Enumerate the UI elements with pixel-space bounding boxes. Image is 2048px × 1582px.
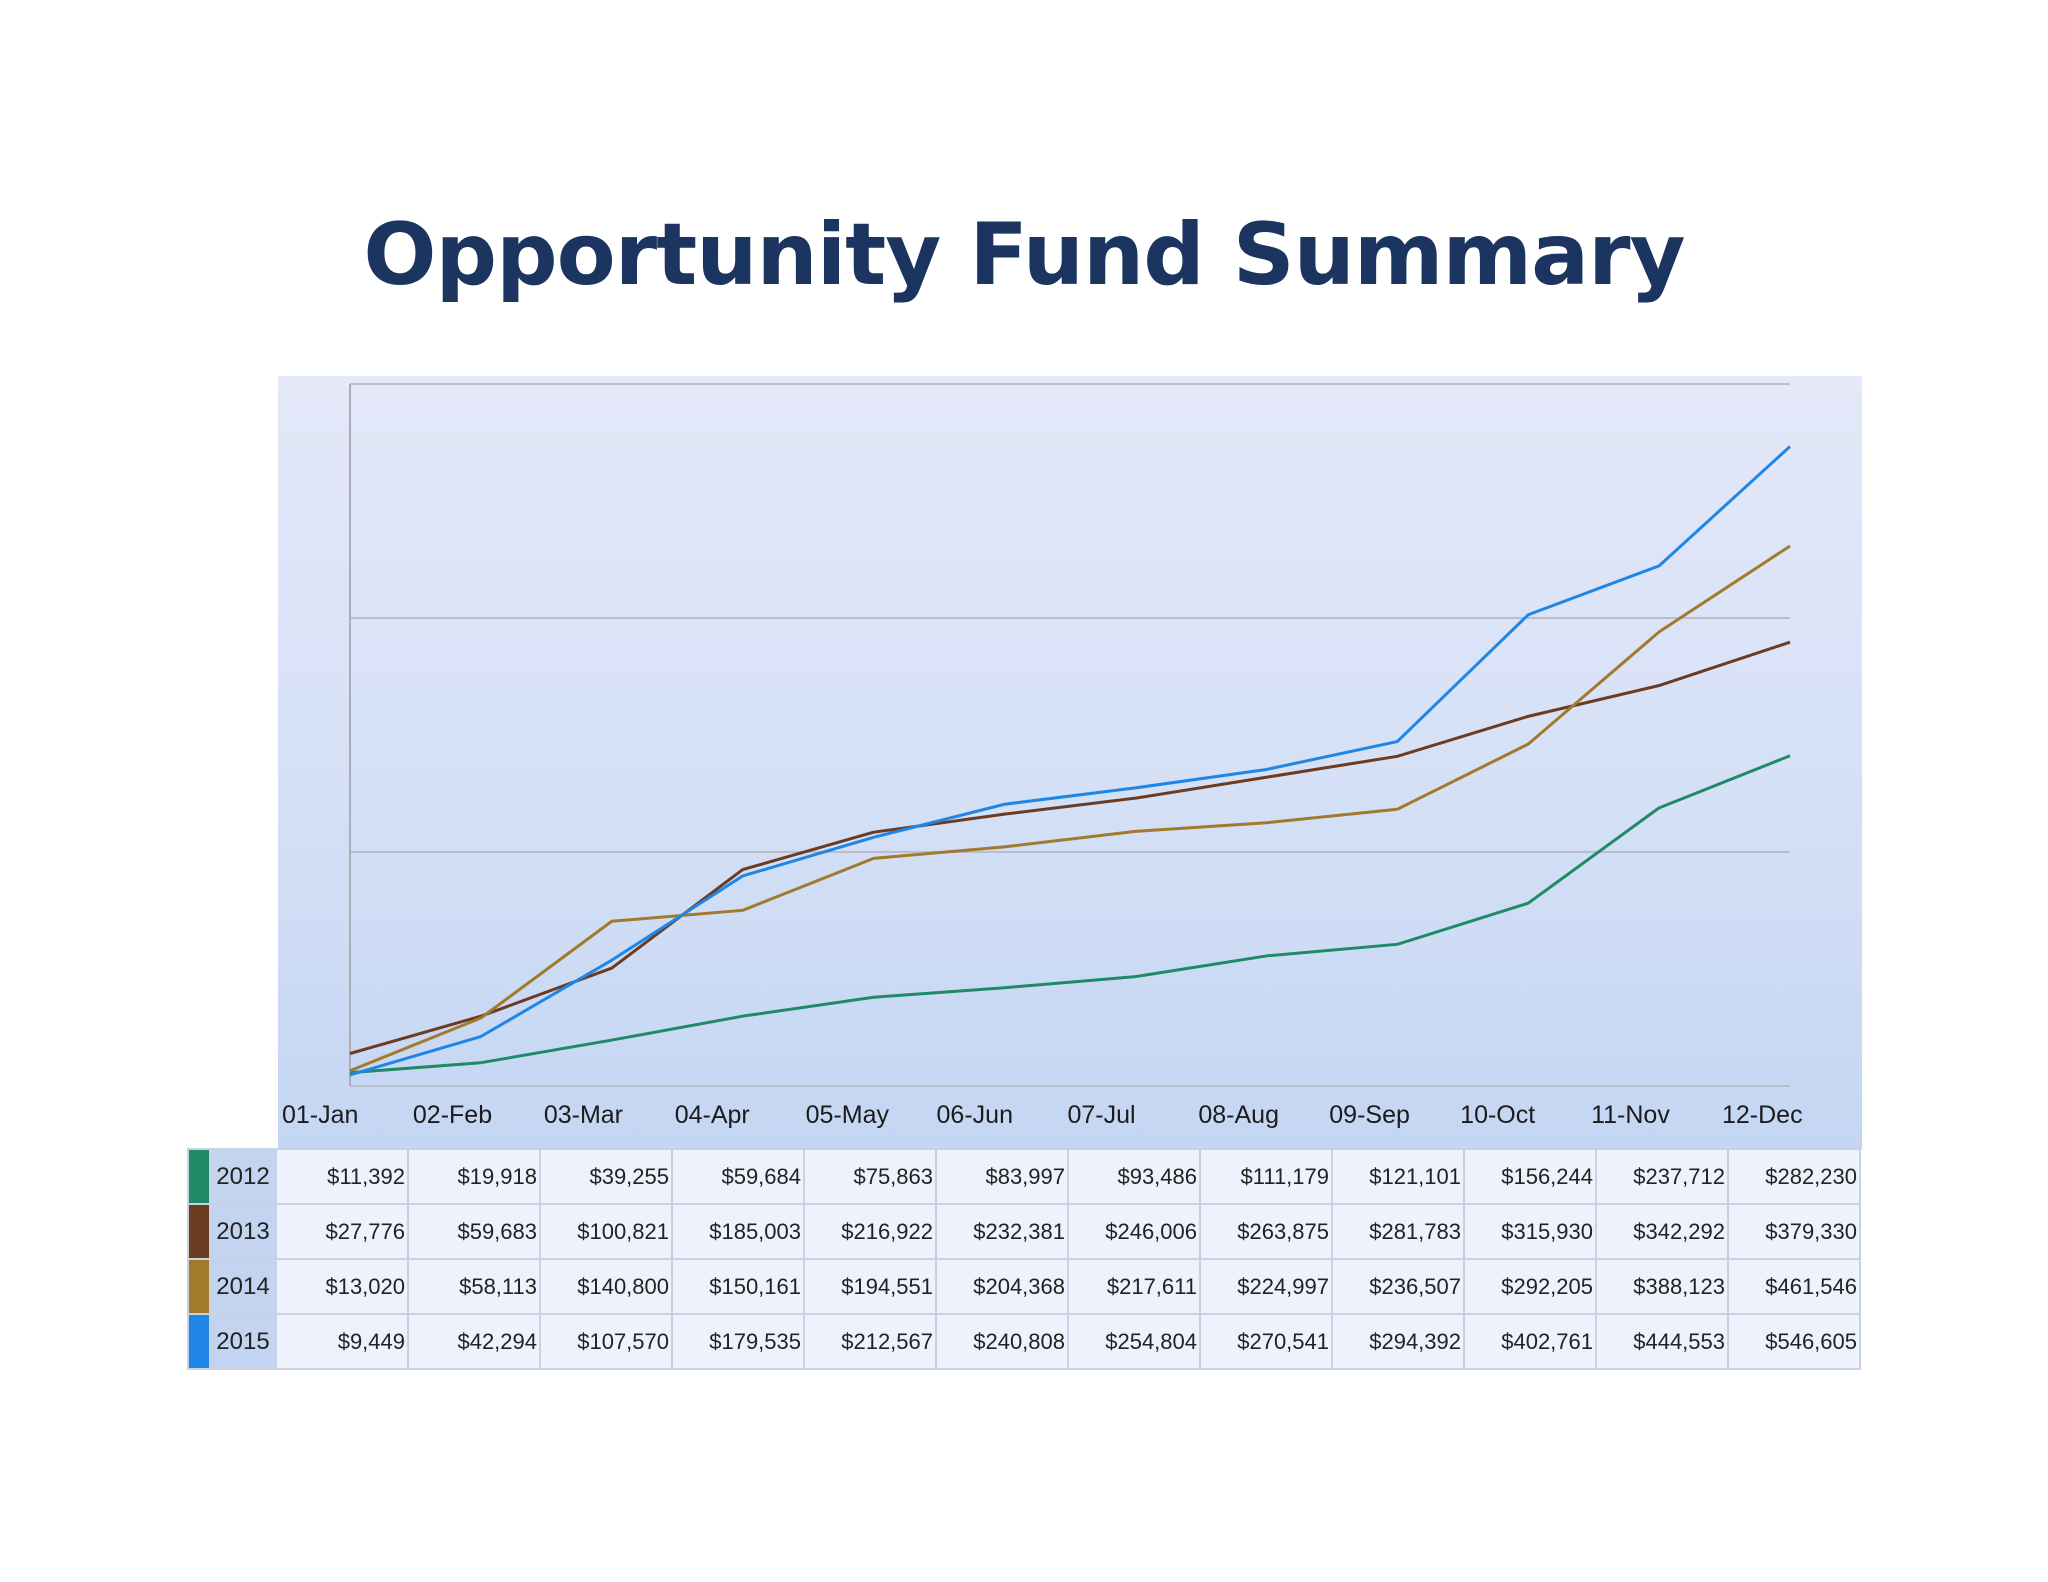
series-year-label: 2013 — [209, 1203, 277, 1260]
x-tick-label: 04-Apr — [675, 1101, 750, 1129]
table-cell: $402,761 — [1463, 1313, 1597, 1370]
x-tick-label: 01-Jan — [282, 1101, 358, 1129]
series-line-2015 — [349, 445, 1792, 1077]
table-cell: $121,101 — [1331, 1148, 1465, 1205]
table-cell: $59,683 — [407, 1203, 541, 1260]
table-cell: $185,003 — [671, 1203, 805, 1260]
table-cell: $39,255 — [539, 1148, 673, 1205]
table-cell: $179,535 — [671, 1313, 805, 1370]
table-row: 2015 $9,449 $42,294 $107,570 $179,535 $212,56… — [187, 1313, 1861, 1370]
table-cell: $270,541 — [1199, 1313, 1333, 1370]
series-layer — [349, 445, 1792, 1077]
x-tick-label: 06-Jun — [937, 1101, 1013, 1129]
x-tick-label: 03-Mar — [544, 1101, 623, 1129]
line-chart: 01-Jan 02-Feb 03-Mar 04-Apr 05-May 06-Jun 07-J… — [282, 383, 1803, 1129]
x-tick-label: 05-May — [806, 1101, 890, 1129]
table-cell: $83,997 — [935, 1148, 1069, 1205]
table-cell: $93,486 — [1067, 1148, 1201, 1205]
chart-panel: 01-Jan 02-Feb 03-Mar 04-Apr 05-May 06-Jun 07-J… — [278, 376, 1862, 1150]
table-cell: $240,808 — [935, 1313, 1069, 1370]
table-cell: $294,392 — [1331, 1313, 1465, 1370]
table-cell: $9,449 — [275, 1313, 409, 1370]
table-cell: $263,875 — [1199, 1203, 1333, 1260]
legend-swatch — [187, 1258, 211, 1315]
table-cell: $75,863 — [803, 1148, 937, 1205]
table-cell: $111,179 — [1199, 1148, 1333, 1205]
x-tick-label: 11-Nov — [1591, 1101, 1670, 1129]
table-cell: $150,161 — [671, 1258, 805, 1315]
table-cell: $27,776 — [275, 1203, 409, 1260]
table-cell: $232,381 — [935, 1203, 1069, 1260]
table-cell: $13,020 — [275, 1258, 409, 1315]
table-cell: $246,006 — [1067, 1203, 1201, 1260]
data-table: 2012 $11,392 $19,918 $39,255 $59,684 $75,863 $… — [187, 1148, 1861, 1370]
table-cell: $342,292 — [1595, 1203, 1729, 1260]
legend-swatch — [187, 1148, 211, 1205]
series-year-label: 2015 — [209, 1313, 277, 1370]
table-cell: $315,930 — [1463, 1203, 1597, 1260]
table-row: 2013 $27,776 $59,683 $100,821 $185,003 $216,9… — [187, 1203, 1861, 1260]
legend-swatch — [187, 1313, 211, 1370]
series-year-label: 2012 — [209, 1148, 277, 1205]
series-year-label: 2014 — [209, 1258, 277, 1315]
table-cell: $388,123 — [1595, 1258, 1729, 1315]
series-line-2012 — [349, 754, 1791, 1075]
x-tick-label: 10-Oct — [1460, 1101, 1535, 1129]
table-row: 2012 $11,392 $19,918 $39,255 $59,684 $75,863 $… — [187, 1148, 1861, 1205]
table-cell: $107,570 — [539, 1313, 673, 1370]
legend-swatch — [187, 1203, 211, 1260]
table-cell: $236,507 — [1331, 1258, 1465, 1315]
table-row: 2014 $13,020 $58,113 $140,800 $150,161 $194,5… — [187, 1258, 1861, 1315]
x-tick-label: 02-Feb — [413, 1101, 492, 1129]
x-tick-label: 12-Dec — [1722, 1101, 1803, 1129]
grid-layer — [349, 383, 1790, 1087]
page-title: Opportunity Fund Summary — [363, 205, 1685, 305]
table-cell: $282,230 — [1727, 1148, 1861, 1205]
table-cell: $19,918 — [407, 1148, 541, 1205]
table-cell: $224,997 — [1199, 1258, 1333, 1315]
table-cell: $444,553 — [1595, 1313, 1729, 1370]
table-cell: $461,546 — [1727, 1258, 1861, 1315]
table-cell: $281,783 — [1331, 1203, 1465, 1260]
table-cell: $254,804 — [1067, 1313, 1201, 1370]
table-cell: $42,294 — [407, 1313, 541, 1370]
table-cell: $546,605 — [1727, 1313, 1861, 1370]
table-cell: $216,922 — [803, 1203, 937, 1260]
table-cell: $140,800 — [539, 1258, 673, 1315]
series-line-2013 — [349, 640, 1791, 1055]
table-cell: $237,712 — [1595, 1148, 1729, 1205]
table-cell: $292,205 — [1463, 1258, 1597, 1315]
table-cell: $217,611 — [1067, 1258, 1201, 1315]
x-tick-label: 08-Aug — [1198, 1101, 1279, 1129]
table-cell: $100,821 — [539, 1203, 673, 1260]
x-axis-ticks: 01-Jan 02-Feb 03-Mar 04-Apr 05-May 06-Jun 07-J… — [282, 1101, 1803, 1129]
table-cell: $58,113 — [407, 1258, 541, 1315]
x-tick-label: 07-Jul — [1067, 1101, 1135, 1129]
table-cell: $194,551 — [803, 1258, 937, 1315]
x-tick-label: 09-Sep — [1329, 1101, 1410, 1129]
table-cell: $204,368 — [935, 1258, 1069, 1315]
table-cell: $59,684 — [671, 1148, 805, 1205]
table-cell: $156,244 — [1463, 1148, 1597, 1205]
table-cell: $212,567 — [803, 1313, 937, 1370]
series-line-2014 — [349, 544, 1791, 1073]
table-cell: $379,330 — [1727, 1203, 1861, 1260]
table-cell: $11,392 — [275, 1148, 409, 1205]
